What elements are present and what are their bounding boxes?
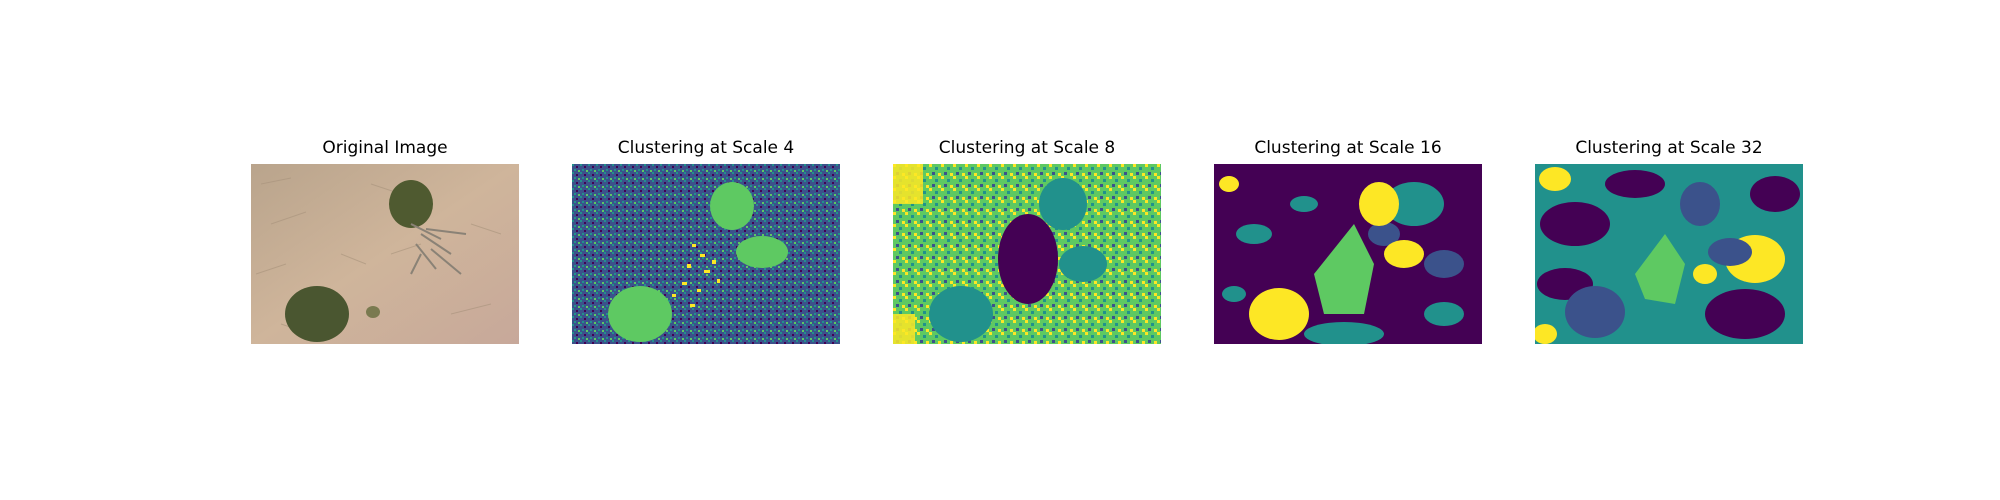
cluster-map-scale-8 <box>893 164 1161 344</box>
panel-title: Clustering at Scale 8 <box>938 138 1116 158</box>
panel-title: Clustering at Scale 32 <box>1575 138 1763 158</box>
cluster-map-scale-32 <box>1535 164 1803 344</box>
panel-original-image: Original Image <box>251 138 519 344</box>
panel-scale-8: Clustering at Scale 8 <box>893 138 1161 344</box>
panel-title: Clustering at Scale 4 <box>617 138 795 158</box>
panel-title: Clustering at Scale 16 <box>1254 138 1442 158</box>
panel-scale-32: Clustering at Scale 32 <box>1535 138 1803 344</box>
cluster-map-scale-16 <box>1214 164 1482 344</box>
panel-title: Original Image <box>322 138 448 158</box>
panel-scale-16: Clustering at Scale 16 <box>1214 138 1482 344</box>
original-image <box>251 164 519 344</box>
panel-scale-4: Clustering at Scale 4 <box>572 138 840 344</box>
cluster-map-scale-4 <box>572 164 840 344</box>
